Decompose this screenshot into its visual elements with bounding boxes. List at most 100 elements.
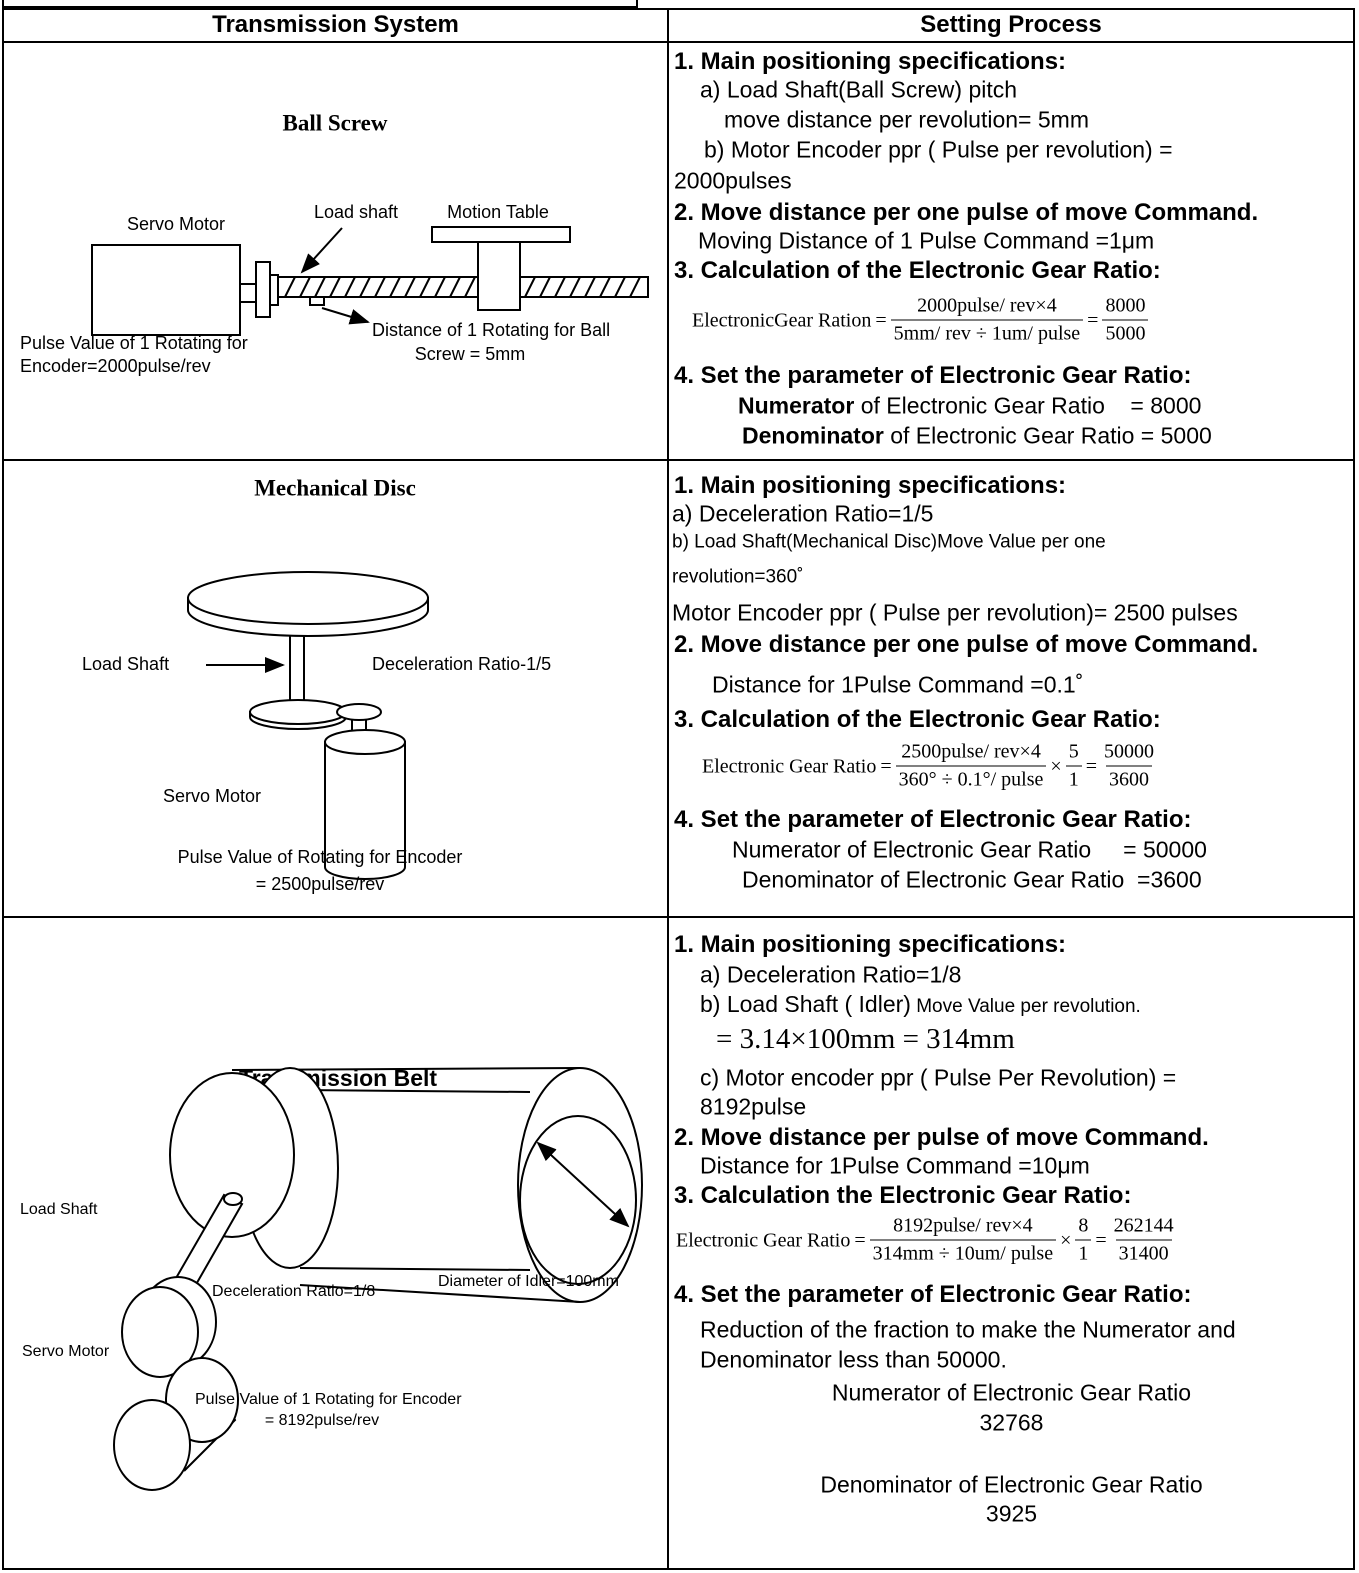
text: of Electronic Gear Ratio = 8000	[854, 392, 1202, 419]
process-line: 2. Move distance per one pulse of move C…	[674, 198, 1259, 226]
text: b) Load Shaft ( Idler)	[700, 991, 911, 1018]
process-line: a) Deceleration Ratio=1/8	[700, 961, 962, 988]
process-line: b) Motor Encoder ppr ( Pulse per revolut…	[704, 136, 1173, 163]
denominator: 360° ÷ 0.1°/ pulse	[895, 765, 1047, 794]
diagram-title: Ball Screw	[283, 110, 388, 135]
disc-diagram: Mechanical Disc Load Shaft Deceleration …	[82, 475, 551, 893]
numerator: 8000	[1105, 294, 1146, 317]
diagram-label: Servo Motor	[22, 1343, 110, 1360]
process-line: 3925	[985, 1500, 1038, 1527]
process-line: Moving Distance of 1 Pulse Command =1μm	[698, 227, 1155, 254]
process-line: 32768	[979, 1409, 1044, 1436]
numerator: 2000pulse/ rev×4	[917, 294, 1057, 317]
border	[667, 8, 669, 1570]
denominator: 5000	[1102, 319, 1149, 348]
denominator: 3600	[1105, 765, 1152, 794]
header: Transmission System	[212, 11, 459, 38]
process-line: Numerator of Electronic Gear Ratio = 500…	[732, 836, 1207, 863]
process-line: Numerator of Electronic Gear Ratio = 800…	[738, 393, 1201, 418]
diagram-label: Motion Table	[447, 202, 549, 222]
diagrams: Ball Screw Servo Motor Load shaft Motion…	[20, 110, 649, 1491]
border	[2, 916, 1355, 918]
border	[1353, 8, 1355, 1570]
diagram-label: Distance of 1 Rotating for Ball	[372, 320, 610, 340]
process-line: 4. Set the parameter of Electronic Gear …	[674, 361, 1192, 389]
diagram-title: Mechanical Disc	[254, 475, 416, 500]
denominator: 31400	[1115, 1239, 1172, 1268]
process-line: a) Deceleration Ratio=1/5	[672, 500, 934, 527]
formula: Electronic Gear Ratio = 2500pulse/ rev×4 36…	[702, 739, 1157, 794]
process-line: a) Load Shaft(Ball Screw) pitch	[700, 76, 1018, 103]
formula-operator: =	[1095, 1229, 1107, 1251]
bold-term: Denominator	[742, 422, 884, 449]
formula-label: Electronic Gear Ratio	[702, 755, 877, 777]
numerator: 2500pulse/ rev×4	[901, 740, 1041, 763]
process-line: 1. Main positioning specifications:	[674, 471, 1067, 499]
denominator: 314mm ÷ 10um/ pulse	[869, 1239, 1057, 1268]
diagram-label: Deceleration Ratio-1/5	[372, 654, 551, 674]
ball-screw-diagram: Ball Screw Servo Motor Load shaft Motion…	[20, 110, 649, 376]
process-line: 1. Main positioning specifications:	[674, 930, 1067, 958]
process-line: 1. Main positioning specifications:	[674, 47, 1067, 75]
diagram-label: Pulse Value of Rotating for Encoder	[178, 847, 463, 867]
fraction: 50000 3600	[1101, 739, 1157, 794]
formula-operator: =	[1087, 309, 1099, 331]
process-line: b) Load Shaft ( Idler) Move Value per re…	[700, 991, 1141, 1018]
diagram-label: Deceleration Ratio=1/8	[212, 1283, 375, 1300]
process-line: 2000pulses	[674, 167, 792, 194]
process-line: 4. Set the parameter of Electronic Gear …	[674, 805, 1192, 833]
diagram-label: Diameter of Idler=100mm	[438, 1273, 619, 1290]
diagram-label: Load Shaft	[20, 1201, 98, 1218]
process-line: move distance per revolution= 5mm	[724, 106, 1089, 133]
border	[2, 1568, 1355, 1570]
caption-box	[2, 0, 638, 8]
process-line: 2. Move distance per one pulse of move C…	[674, 630, 1259, 658]
process-line: Denominator less than 50000.	[700, 1346, 1007, 1373]
formula-operator: =	[854, 1229, 866, 1251]
numerator: 50000	[1103, 740, 1154, 763]
process-line: 3. Calculation of the Electronic Gear Ra…	[674, 705, 1161, 733]
formula-operator: ×	[1060, 1229, 1072, 1251]
process-line: 2. Move distance per pulse of move Comma…	[674, 1123, 1209, 1151]
process-line: 8192pulse	[700, 1093, 807, 1120]
numerator: 8	[1078, 1214, 1089, 1237]
belt-diagram: Transmission Belt Load Shaft Deceleratio…	[20, 1065, 643, 1491]
fraction: 8192pulse/ rev×4 314mm ÷ 10um/ pulse	[869, 1213, 1057, 1268]
process-line: revolution=360˚	[672, 566, 804, 588]
diagram-label: Load Shaft	[82, 654, 169, 674]
diagram-label: = 2500pulse/rev	[256, 874, 385, 894]
process-line: Distance for 1Pulse Command =10μm	[700, 1152, 1090, 1179]
fraction: 8000 5000	[1102, 293, 1149, 348]
formula-operator: =	[875, 309, 887, 331]
formula-operator: ×	[1050, 755, 1062, 777]
diagram-label: Pulse Value of 1 Rotating for	[20, 333, 248, 353]
note: Move Value per revolution.	[910, 996, 1141, 1018]
border	[2, 459, 1355, 461]
process-line: = 3.14×100mm = 314mm	[716, 1023, 1015, 1056]
border	[2, 8, 1355, 10]
process-line: Denominator of Electronic Gear Ratio =36…	[742, 866, 1202, 893]
process-line: 4. Set the parameter of Electronic Gear …	[674, 1280, 1192, 1308]
numerator: 5	[1068, 740, 1079, 763]
text: of Electronic Gear Ratio = 5000	[883, 422, 1212, 449]
bold-term: Numerator	[738, 392, 855, 419]
denominator: 5mm/ rev ÷ 1um/ pulse	[890, 319, 1084, 348]
process-line: b) Load Shaft(Mechanical Disc)Move Value…	[672, 531, 1106, 553]
diagram-label: Servo Motor	[127, 214, 225, 234]
diagram-label: Servo Motor	[163, 786, 261, 806]
formula-label: Electronic Gear Ratio	[676, 1229, 851, 1251]
diagram-label: Load shaft	[314, 202, 398, 222]
border	[2, 8, 4, 1570]
process-line: Denominator of Electronic Gear Ratio = 5…	[742, 423, 1212, 448]
fraction: 2000pulse/ rev×4 5mm/ rev ÷ 1um/ pulse	[890, 293, 1084, 348]
process-line: Numerator of Electronic Gear Ratio	[831, 1379, 1192, 1406]
diagram-label: = 8192pulse/rev	[265, 1412, 379, 1429]
diagram-label: Pulse Value of 1 Rotating for Encoder	[195, 1391, 462, 1408]
formula: Electronic Gear Ratio = 8192pulse/ rev×4 31…	[676, 1213, 1177, 1268]
fraction: 2500pulse/ rev×4 360° ÷ 0.1°/ pulse	[895, 739, 1047, 794]
denominator: 1	[1075, 1239, 1092, 1268]
process-line: Motor Encoder ppr ( Pulse per revolution…	[672, 599, 1238, 626]
border	[2, 41, 1355, 43]
